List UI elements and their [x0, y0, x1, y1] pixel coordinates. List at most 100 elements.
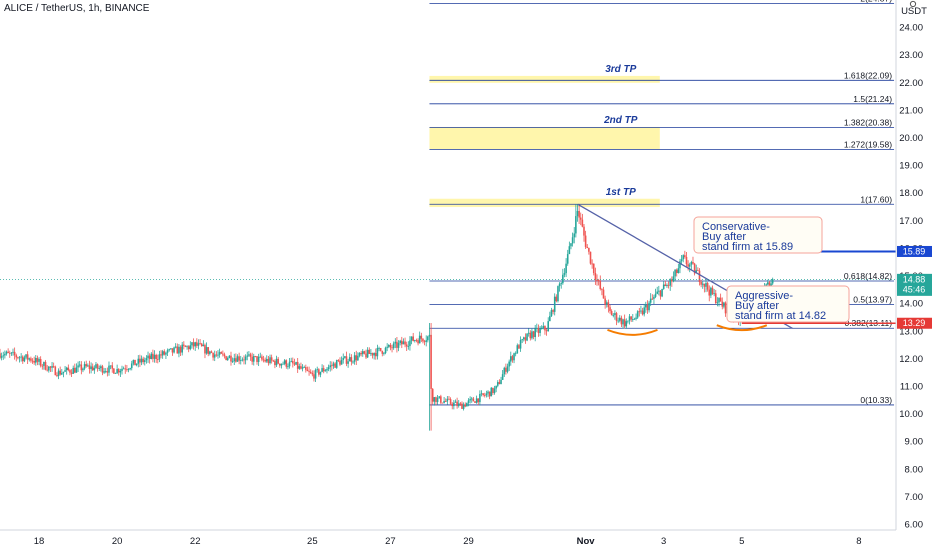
candle-body	[675, 269, 678, 274]
candle-body	[39, 358, 42, 366]
candle-body	[563, 273, 566, 275]
candle-body	[300, 366, 302, 369]
time-tick-label: Nov	[577, 536, 596, 547]
fib-level-label: 0(10.33)	[860, 395, 892, 405]
candle-body	[544, 326, 546, 331]
candle-body	[18, 357, 21, 359]
candle-body	[51, 366, 53, 368]
candle-body	[339, 360, 341, 365]
candle-body	[262, 359, 265, 361]
candle-body	[210, 351, 213, 353]
candle-body	[192, 342, 195, 347]
candle-body	[518, 345, 520, 349]
candle-body	[233, 358, 236, 362]
note-line: Conservative-	[702, 221, 770, 233]
candle-body	[261, 356, 263, 360]
candle-body	[358, 352, 361, 356]
candle-body	[669, 279, 672, 286]
candle-body	[588, 247, 590, 252]
candle-body	[111, 365, 114, 369]
candle-body	[160, 354, 162, 356]
candle-body	[274, 360, 276, 366]
candle-body	[145, 358, 148, 361]
time-axis-bg	[0, 530, 932, 550]
price-tag-bg	[897, 245, 932, 257]
candle-body	[392, 343, 395, 349]
candle-body	[238, 356, 240, 361]
candle-body	[368, 349, 371, 354]
price-axis: 6.00 7.00 8.00 9.00 10.00 11.00 12.00 13.00 14.0…	[895, 0, 932, 550]
fib-level-label: 2(24.87)	[860, 0, 892, 4]
candle-body	[44, 362, 47, 370]
candle-body	[462, 404, 465, 409]
candle-body	[43, 362, 45, 366]
candle-body	[431, 388, 434, 402]
time-tick-label: 25	[307, 536, 318, 547]
candle-body	[308, 371, 310, 372]
candle-body	[191, 342, 193, 346]
candle-body	[113, 368, 115, 374]
price-tag-countdown: 45:46	[903, 284, 926, 294]
candle-body	[293, 363, 296, 365]
candle-body	[365, 353, 367, 358]
time-tick-label: 8	[856, 536, 861, 547]
candle-body	[607, 302, 610, 308]
candle-body	[594, 273, 597, 280]
candle-body	[381, 350, 384, 354]
gear-icon[interactable]	[909, 0, 917, 8]
candle-body	[140, 358, 143, 363]
candle-body	[59, 370, 61, 375]
candle-body	[524, 337, 527, 341]
candle-body	[418, 335, 421, 344]
fib-level-label: 1.272(19.58)	[844, 140, 892, 150]
candle-body	[464, 404, 467, 407]
candle-body	[235, 358, 237, 362]
candle-body	[420, 335, 423, 339]
candle-body	[599, 281, 602, 290]
price-tick-label: 7.00	[905, 492, 924, 503]
candle-body	[461, 403, 463, 409]
candle-body	[511, 356, 514, 361]
candle-body	[126, 369, 128, 371]
candle-body	[409, 340, 411, 346]
candle-body	[288, 361, 291, 367]
candle-body	[265, 358, 268, 362]
candle-body	[605, 302, 608, 305]
candle-body	[693, 263, 696, 274]
candle-body	[326, 369, 328, 371]
price-tick-label: 10.00	[899, 409, 923, 420]
candle-body	[10, 352, 13, 354]
candle-body	[547, 321, 550, 332]
candle-body	[568, 246, 571, 255]
candle-body	[148, 355, 151, 360]
candle-body	[519, 340, 522, 349]
candle-body	[586, 246, 589, 248]
candle-body	[64, 370, 66, 372]
candle-body	[12, 351, 14, 353]
candle-body	[220, 352, 223, 354]
candle-body	[397, 342, 400, 348]
candle-body	[46, 369, 48, 371]
candle-body	[695, 270, 698, 274]
candle-body	[96, 364, 99, 369]
candle-body	[117, 369, 120, 373]
candle-body	[332, 363, 335, 366]
candle-body	[30, 358, 32, 361]
price-tick-label: 12.00	[899, 354, 923, 365]
candle-body	[48, 366, 50, 371]
candle-body	[479, 394, 481, 403]
candle-body	[384, 347, 387, 354]
candle-body	[480, 393, 483, 395]
candle-body	[301, 367, 304, 369]
candle-body	[134, 359, 136, 366]
candle-body	[95, 364, 97, 368]
candle-body	[378, 347, 380, 349]
candle-body	[690, 262, 693, 265]
candle-body	[8, 352, 11, 354]
time-tick-label: 29	[463, 536, 474, 547]
candle-body	[771, 279, 774, 284]
candle-body	[503, 367, 506, 375]
candle-body	[493, 388, 496, 394]
candle-body	[319, 371, 322, 375]
